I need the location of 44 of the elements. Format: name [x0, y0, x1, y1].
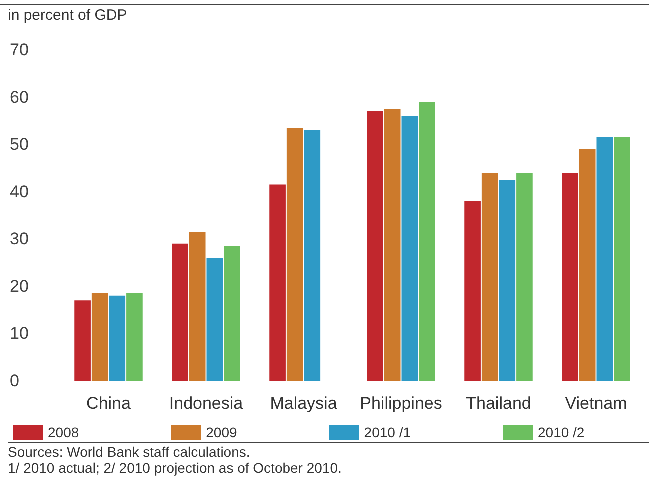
bar — [74, 300, 91, 381]
text: 1/ 2010 actual; 2/ 2010 projection as of October 2010. — [8, 460, 342, 476]
bar — [367, 111, 384, 381]
bar — [464, 201, 481, 381]
y-tick-label: 60 — [10, 88, 29, 107]
legend-label: 2010 /2 — [538, 424, 585, 440]
x-tick-label: Indonesia — [169, 394, 244, 413]
bar — [286, 128, 304, 381]
bar — [562, 172, 578, 381]
bar — [482, 172, 498, 381]
y-tick-label: 50 — [10, 135, 29, 154]
y-tick-label: 10 — [10, 324, 29, 344]
bar — [579, 149, 596, 381]
legend-label: 2009 — [206, 424, 238, 440]
y-axis-title: in percent of GDP — [8, 7, 128, 24]
y-tick-label: 20 — [10, 276, 29, 296]
x-tick-label: Thailand — [466, 394, 532, 413]
bar — [596, 137, 614, 381]
y-tick-label: 30 — [10, 230, 29, 249]
bar — [224, 246, 240, 381]
x-tick-label: Malaysia — [270, 394, 338, 413]
x-tick-label: Vietnam — [565, 394, 628, 413]
legend-label: 2010 /1 — [364, 424, 412, 440]
bar — [499, 180, 516, 381]
bar — [92, 294, 108, 381]
source-note: Sources: World Bank staff calculations. — [8, 444, 250, 460]
bar — [419, 102, 436, 381]
bar — [206, 258, 224, 381]
bar — [109, 296, 126, 381]
y-tick-label: 70 — [10, 40, 29, 60]
bar — [384, 109, 401, 381]
bar — [614, 137, 630, 381]
bar — [189, 232, 206, 381]
bar — [402, 116, 418, 381]
bar — [304, 130, 321, 381]
x-tick-label: Philippines — [360, 394, 442, 413]
y-tick-label: 40 — [10, 182, 29, 202]
bar — [270, 184, 286, 381]
y-tick-label: 0 — [10, 372, 20, 390]
bar — [126, 294, 143, 381]
legend-label: 2008 — [48, 424, 80, 440]
bar — [172, 244, 188, 381]
x-tick-label: China — [86, 394, 132, 413]
bar — [516, 172, 533, 381]
